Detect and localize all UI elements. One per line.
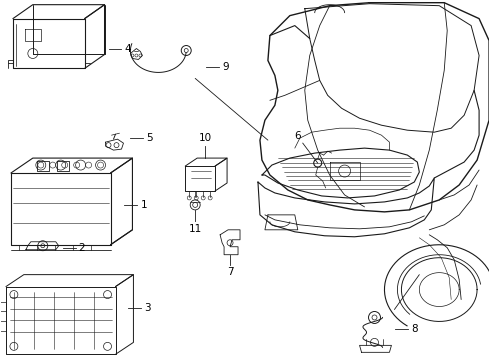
- Text: 9: 9: [222, 62, 229, 72]
- Text: 4: 4: [124, 44, 131, 54]
- Text: 8: 8: [412, 324, 418, 334]
- Text: 10: 10: [198, 133, 212, 143]
- Text: 11: 11: [189, 224, 202, 234]
- Text: 6: 6: [294, 131, 301, 141]
- Text: 7: 7: [227, 267, 233, 277]
- Text: 1: 1: [141, 200, 147, 210]
- Text: 3: 3: [145, 302, 151, 312]
- Text: 2: 2: [78, 243, 85, 253]
- Text: 5: 5: [147, 133, 153, 143]
